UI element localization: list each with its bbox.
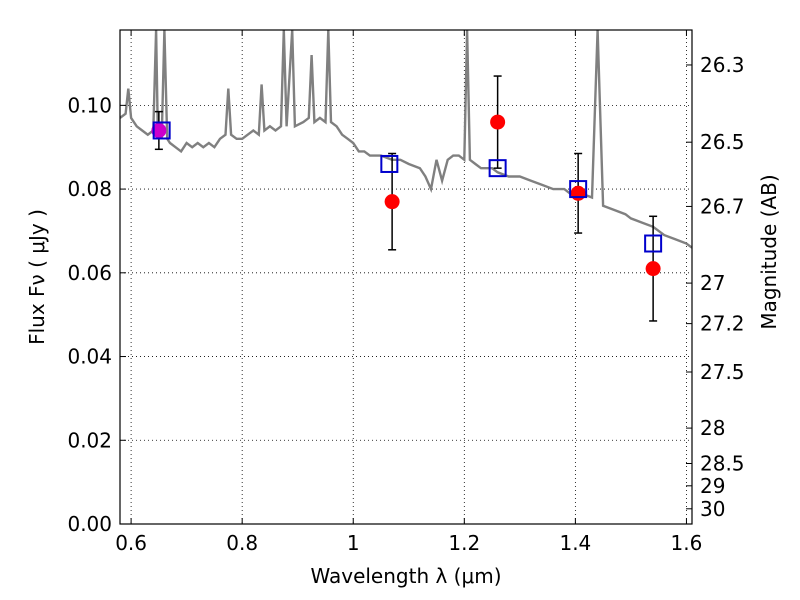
y-tick-label: 0.02 bbox=[67, 428, 112, 452]
right-tick-label: 28.5 bbox=[700, 451, 745, 475]
x-tick-label: 0.6 bbox=[115, 531, 147, 555]
y-tick-label: 0.00 bbox=[67, 512, 112, 536]
y-tick-label: 0.06 bbox=[67, 261, 112, 285]
observed-point bbox=[645, 261, 661, 277]
x-tick-label: 1.6 bbox=[671, 531, 703, 555]
observed-point bbox=[490, 114, 506, 130]
model-spectrum bbox=[120, 30, 692, 249]
right-tick-label: 27.2 bbox=[700, 312, 745, 336]
y-tick-label: 0.08 bbox=[67, 177, 112, 201]
y-axis-right-label: Magnitude (AB) bbox=[757, 174, 781, 329]
y-tick-label: 0.04 bbox=[67, 345, 112, 369]
right-tick-label: 27 bbox=[700, 271, 725, 295]
y-axis-label: Flux Fν ( μJy ) bbox=[25, 209, 49, 345]
axis-ticks: 0.6 0.8 1 1.2 1.4 1.6 0.00 0.02 0.04 0.06 0.08 0.10… bbox=[67, 30, 745, 555]
x-tick-label: 0.8 bbox=[226, 531, 258, 555]
plot-frame bbox=[119, 29, 693, 525]
x-axis-label: Wavelength λ (μm) bbox=[310, 564, 501, 588]
right-tick-label: 29 bbox=[700, 474, 725, 498]
model-band-square bbox=[569, 180, 588, 199]
observed-optical-point bbox=[151, 122, 167, 138]
x-tick-label: 1.2 bbox=[448, 531, 480, 555]
right-tick-label: 30 bbox=[700, 497, 725, 521]
model-band-square bbox=[644, 234, 663, 253]
x-tick-label: 1 bbox=[347, 531, 360, 555]
observed-point bbox=[570, 185, 586, 201]
right-tick-label: 26.3 bbox=[700, 53, 745, 77]
model-band-square bbox=[152, 121, 171, 140]
y-tick-label: 0.10 bbox=[67, 93, 112, 117]
grid-lines bbox=[120, 30, 692, 525]
right-tick-label: 27.5 bbox=[700, 360, 745, 384]
model-band-square bbox=[380, 154, 399, 173]
x-tick-label: 1.4 bbox=[559, 531, 591, 555]
right-tick-label: 28 bbox=[700, 416, 725, 440]
right-tick-label: 26.5 bbox=[700, 130, 745, 154]
spectrum-line bbox=[120, 30, 692, 249]
data-markers bbox=[151, 114, 663, 277]
model-band-square bbox=[488, 159, 507, 178]
right-tick-label: 26.7 bbox=[700, 194, 745, 218]
observed-point bbox=[384, 194, 400, 210]
